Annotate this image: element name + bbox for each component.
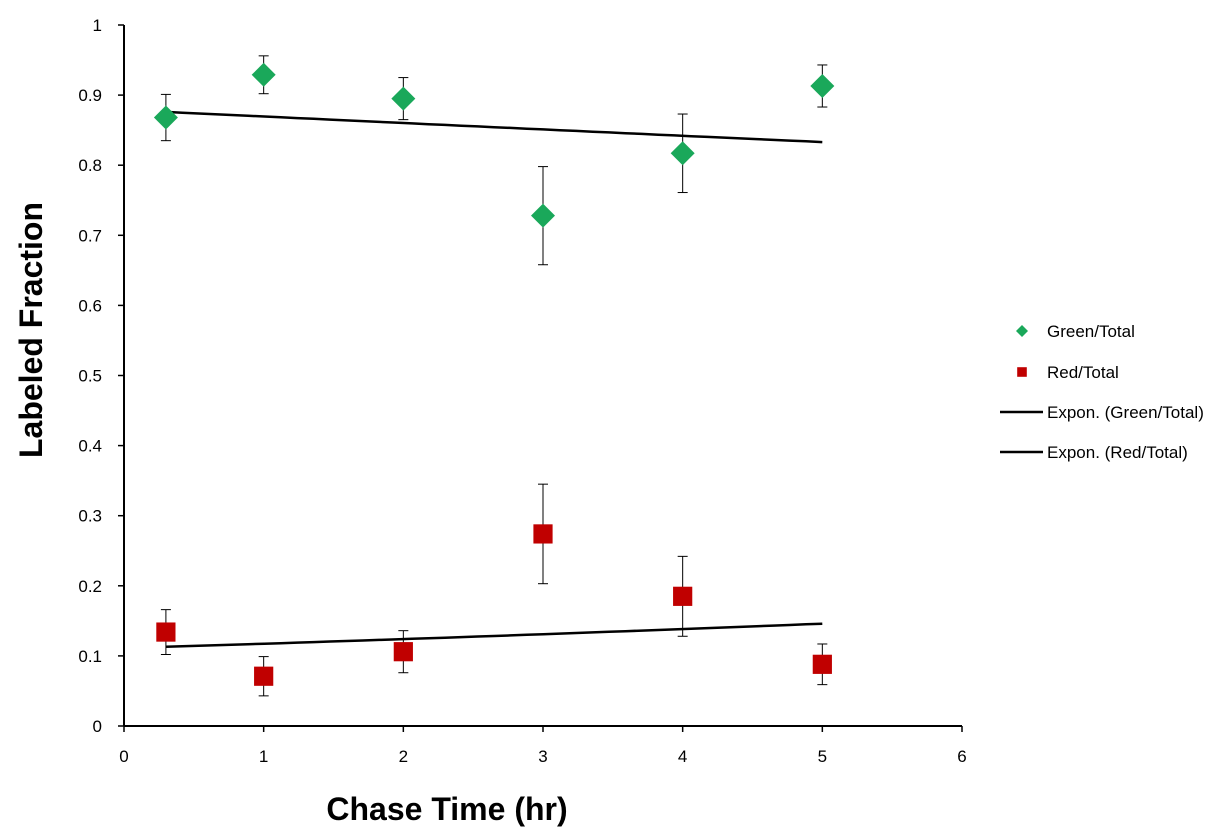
y-tick-label: 0.1 [78,647,102,666]
red-data-point [393,642,413,662]
red-data-point [533,524,553,544]
trendline [165,622,823,649]
y-tick-label: 0 [93,717,102,736]
legend: Green/Total Red/Total Expon. (Green/Total)… [1000,322,1204,462]
y-tick-label: 0.5 [78,367,102,386]
x-tick-label: 2 [399,747,408,766]
legend-label: Red/Total [1047,363,1119,382]
data-points [153,62,835,686]
x-tick-label: 4 [678,747,687,766]
legend-marker [1016,325,1028,337]
trendline [165,110,823,144]
y-tick-label: 0.4 [78,437,102,456]
green-data-point [251,62,276,87]
x-tick-label: 5 [818,747,827,766]
green-data-point [391,86,416,111]
x-tick-label: 6 [957,747,966,766]
red-data-point [254,666,274,686]
y-tick-label: 1 [93,16,102,35]
green-data-point [153,105,178,130]
x-axis-ticks: 0 1 2 3 4 5 6 [119,726,967,766]
y-axis-ticks: 0 0.1 0.2 0.3 0.4 0.5 0.6 0.7 0.8 0.9 1 [78,16,124,736]
y-axis-title: Labeled Fraction [13,202,49,458]
y-tick-label: 0.3 [78,507,102,526]
legend-label: Green/Total [1047,322,1135,341]
red-data-point [156,622,176,642]
legend-label: Expon. (Green/Total) [1047,403,1204,422]
x-tick-label: 3 [538,747,547,766]
red-data-point [673,586,693,606]
green-data-point [810,73,835,98]
trendlines [165,110,823,649]
y-tick-label: 0.9 [78,86,102,105]
y-tick-label: 0.2 [78,577,102,596]
green-data-point [670,141,695,166]
y-tick-label: 0.8 [78,156,102,175]
error-bars [160,55,828,697]
y-tick-label: 0.6 [78,296,102,315]
legend-marker [1017,367,1027,377]
y-tick-label: 0.7 [78,226,102,245]
red-data-point [812,654,832,674]
legend-label: Expon. (Red/Total) [1047,443,1188,462]
x-tick-label: 1 [259,747,268,766]
green-data-point [531,203,555,228]
x-axis-title: Chase Time (hr) [326,791,567,827]
x-tick-label: 0 [119,747,128,766]
